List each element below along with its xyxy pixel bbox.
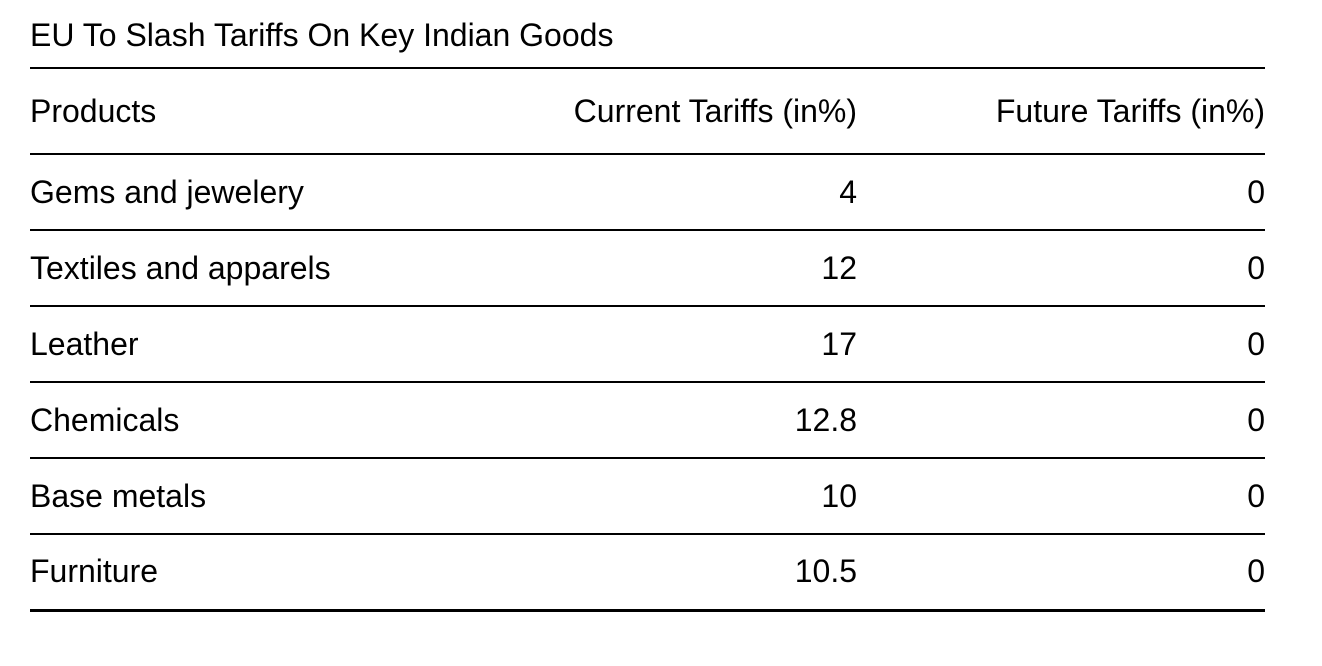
table-row: Gems and jewelery 4 0 [30, 154, 1265, 230]
table-header-row: Products Current Tariffs (in%) Future Ta… [30, 68, 1265, 154]
tariff-table: Products Current Tariffs (in%) Future Ta… [30, 67, 1265, 612]
future-tariff-cell: 0 [1247, 249, 1265, 286]
product-cell: Base metals [30, 477, 207, 514]
current-tariff-cell: 4 [839, 173, 857, 210]
table-row: Base metals 10 0 [30, 458, 1265, 534]
current-tariff-cell: 10.5 [794, 553, 857, 590]
table-row: Chemicals 12.8 0 [30, 382, 1265, 458]
current-tariff-cell: 17 [821, 325, 857, 362]
table-row: Leather 17 0 [30, 306, 1265, 382]
table-row: Furniture 10.5 0 [30, 534, 1265, 610]
column-header-future-tariffs: Future Tariffs (in%) [995, 92, 1265, 129]
table-row: Textiles and apparels 12 0 [30, 230, 1265, 306]
product-cell: Gems and jewelery [30, 173, 304, 210]
future-tariff-cell: 0 [1247, 553, 1265, 590]
product-cell: Chemicals [30, 401, 180, 438]
current-tariff-cell: 12.8 [794, 401, 857, 438]
future-tariff-cell: 0 [1247, 325, 1265, 362]
future-tariff-cell: 0 [1247, 477, 1265, 514]
current-tariff-cell: 12 [821, 249, 857, 286]
product-cell: Furniture [30, 553, 159, 590]
future-tariff-cell: 0 [1247, 173, 1265, 210]
chart-title: EU To Slash Tariffs On Key Indian Goods [30, 17, 614, 53]
future-tariff-cell: 0 [1247, 401, 1265, 438]
product-cell: Leather [30, 325, 139, 362]
column-header-current-tariffs: Current Tariffs (in%) [573, 92, 857, 129]
current-tariff-cell: 10 [821, 477, 857, 514]
column-header-products: Products [30, 92, 157, 129]
product-cell: Textiles and apparels [30, 249, 331, 286]
